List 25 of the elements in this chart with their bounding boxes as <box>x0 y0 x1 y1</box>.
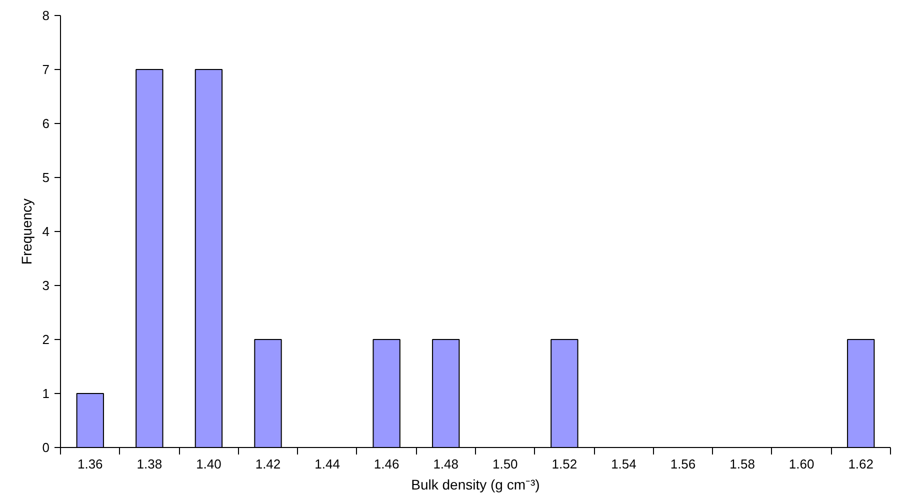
y-axis-title: Frequency <box>18 198 34 265</box>
x-tick-label: 1.58 <box>730 456 755 472</box>
y-tick-label: 3 <box>42 278 50 293</box>
x-tick-label: 1.46 <box>374 456 400 472</box>
x-tick-label: 1.38 <box>136 456 162 472</box>
x-tick-label: 1.54 <box>611 456 636 472</box>
y-tick-label: 1 <box>42 386 50 401</box>
x-tick-label: 1.60 <box>788 456 814 472</box>
x-tick-label: 1.44 <box>314 456 340 472</box>
y-tick-label: 4 <box>42 224 50 239</box>
x-tick-label: 1.62 <box>848 456 874 472</box>
x-tick-label: 1.48 <box>433 456 459 472</box>
y-tick-label: 0 <box>42 440 50 455</box>
y-tick-label: 5 <box>42 170 50 185</box>
x-tick-label: 1.42 <box>255 456 281 472</box>
y-tick-label: 6 <box>42 116 50 131</box>
x-tick-label: 1.36 <box>77 456 103 472</box>
y-tick-label: 7 <box>42 62 50 77</box>
x-tick-label: 1.56 <box>670 456 696 472</box>
x-axis-title: Bulk density (g cm⁻³) <box>411 476 540 492</box>
x-tick-label: 1.50 <box>492 456 518 472</box>
y-tick-label: 2 <box>42 332 50 347</box>
x-tick-label: 1.40 <box>196 456 222 472</box>
x-tick-label: 1.52 <box>552 456 578 472</box>
y-tick-label: 8 <box>42 8 50 23</box>
